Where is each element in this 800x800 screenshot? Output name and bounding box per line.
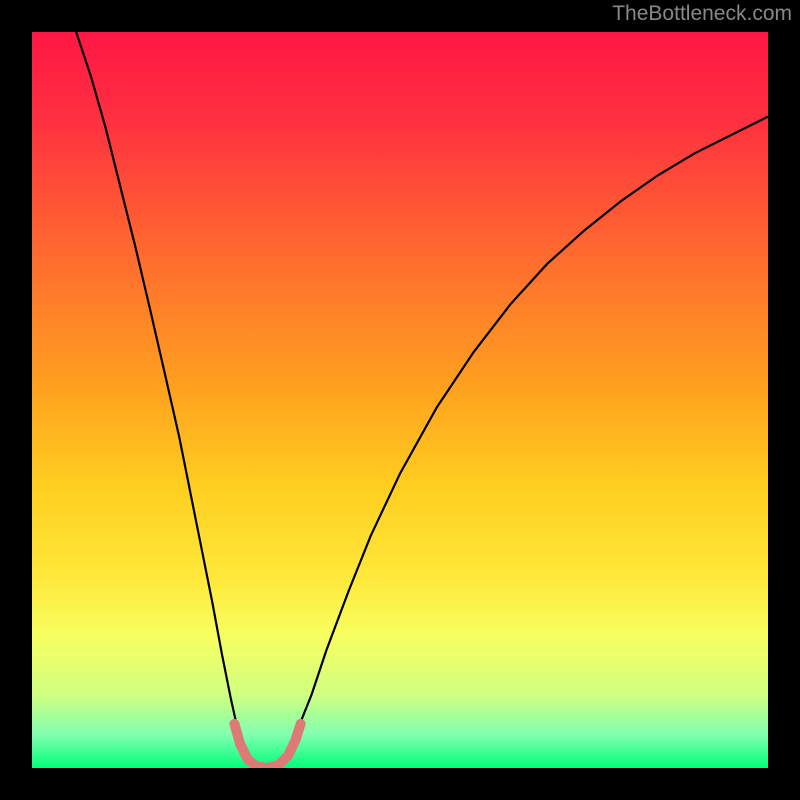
chart-svg (32, 32, 768, 768)
watermark-text: TheBottleneck.com (612, 2, 792, 26)
gradient-background (32, 32, 768, 768)
plot-area (32, 32, 768, 768)
